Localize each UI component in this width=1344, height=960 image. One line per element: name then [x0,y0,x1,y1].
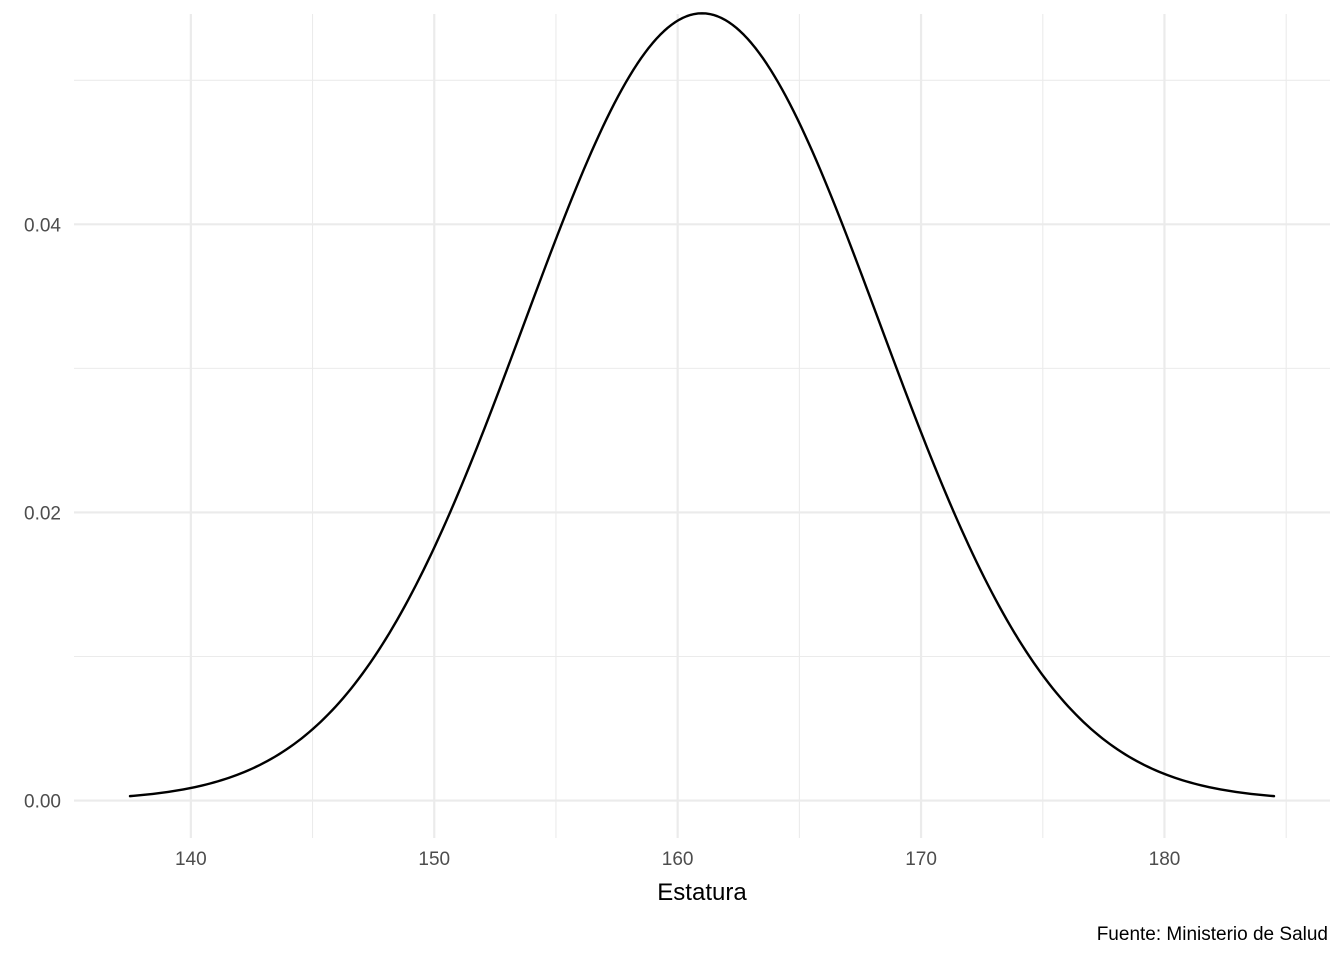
x-tick-label: 160 [662,849,694,870]
x-tick-label: 180 [1149,849,1181,870]
grid-layer [74,14,1330,838]
chart-caption: Fuente: Ministerio de Salud [1097,924,1328,945]
y-tick-label: 0.00 [24,792,61,813]
x-tick-label: 140 [175,849,207,870]
y-tick-label: 0.04 [24,215,61,236]
x-axis-title: Estatura [657,879,747,906]
density-curve [128,12,1276,798]
y-tick-label: 0.02 [24,503,61,524]
x-tick-label: 170 [905,849,937,870]
tick-labels: 140 150 160 170 180 0.00 0.02 0.04 [24,215,1180,870]
curve-layer [128,12,1276,798]
x-tick-label: 150 [418,849,450,870]
